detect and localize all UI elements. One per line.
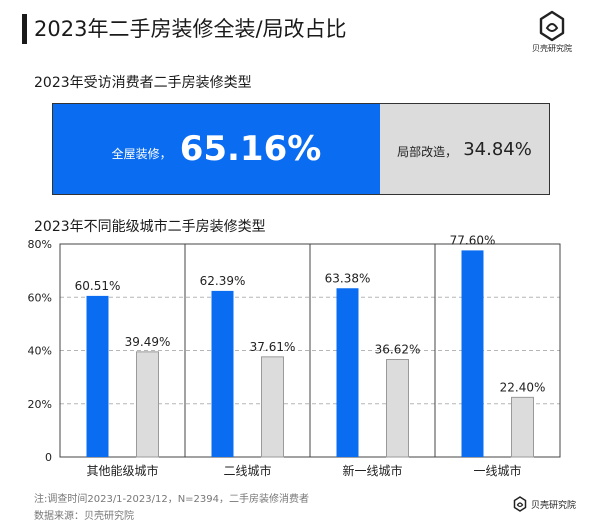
footnote: 注:调查时间2023/1-2023/12，N=2394，二手房装修消费者 xyxy=(34,494,310,505)
data-label: 36.62% xyxy=(375,342,421,356)
footer-brand: 贝壳研究院 xyxy=(512,496,576,512)
full-renovation-value: 65.16% xyxy=(179,129,322,169)
bar xyxy=(261,356,284,458)
title-accent-bar xyxy=(22,14,27,44)
category-label: 一线城市 xyxy=(473,463,521,478)
bar xyxy=(386,358,409,458)
y-tick-label: 60% xyxy=(28,291,52,304)
bar xyxy=(511,396,534,458)
brand-logo: 贝壳研究院 xyxy=(522,10,582,54)
bar xyxy=(136,351,159,458)
y-tick-label: 40% xyxy=(28,345,52,358)
full-renovation-label: 全屋装修， xyxy=(111,146,172,161)
full-renovation-segment: 全屋装修， 65.16% xyxy=(53,104,380,194)
bar xyxy=(461,250,484,457)
data-label: 62.39% xyxy=(200,274,246,288)
partial-renovation-label: 局部改造， xyxy=(397,144,458,159)
data-label: 63.38% xyxy=(325,271,371,285)
overall-split-bar: 全屋装修， 65.16% 局部改造， 34.84% xyxy=(52,103,550,195)
overall-heading: 2023年受访消费者二手房装修类型 xyxy=(34,75,252,91)
chart-heading: 2023年不同能级城市二手房装修类型 xyxy=(34,219,266,235)
data-label: 22.40% xyxy=(500,380,546,394)
footer-brand-name: 贝壳研究院 xyxy=(531,500,577,511)
footer-brand-icon xyxy=(513,496,527,512)
category-label: 新一线城市 xyxy=(342,463,402,478)
y-tick-label: 80% xyxy=(28,238,52,251)
bar xyxy=(336,288,359,457)
brand-name: 贝壳研究院 xyxy=(532,44,572,53)
brand-logo-icon xyxy=(539,10,565,42)
partial-renovation-segment: 局部改造， 34.84% xyxy=(380,104,549,194)
page-title: 2023年二手房装修全装/局改占比 xyxy=(34,17,347,41)
y-tick-label: 20% xyxy=(28,398,52,411)
category-label: 其他能级城市 xyxy=(86,463,158,478)
data-source: 数据来源：贝壳研究院 xyxy=(34,511,134,522)
data-label: 60.51% xyxy=(75,279,121,293)
data-label: 37.61% xyxy=(250,340,296,354)
partial-renovation-value: 34.84% xyxy=(463,138,532,160)
category-label: 二线城市 xyxy=(223,463,271,478)
data-label: 77.60% xyxy=(450,233,496,247)
bar xyxy=(211,290,234,457)
data-label: 39.49% xyxy=(125,335,171,349)
y-tick-label: 0 xyxy=(45,451,52,464)
bar xyxy=(86,295,109,457)
